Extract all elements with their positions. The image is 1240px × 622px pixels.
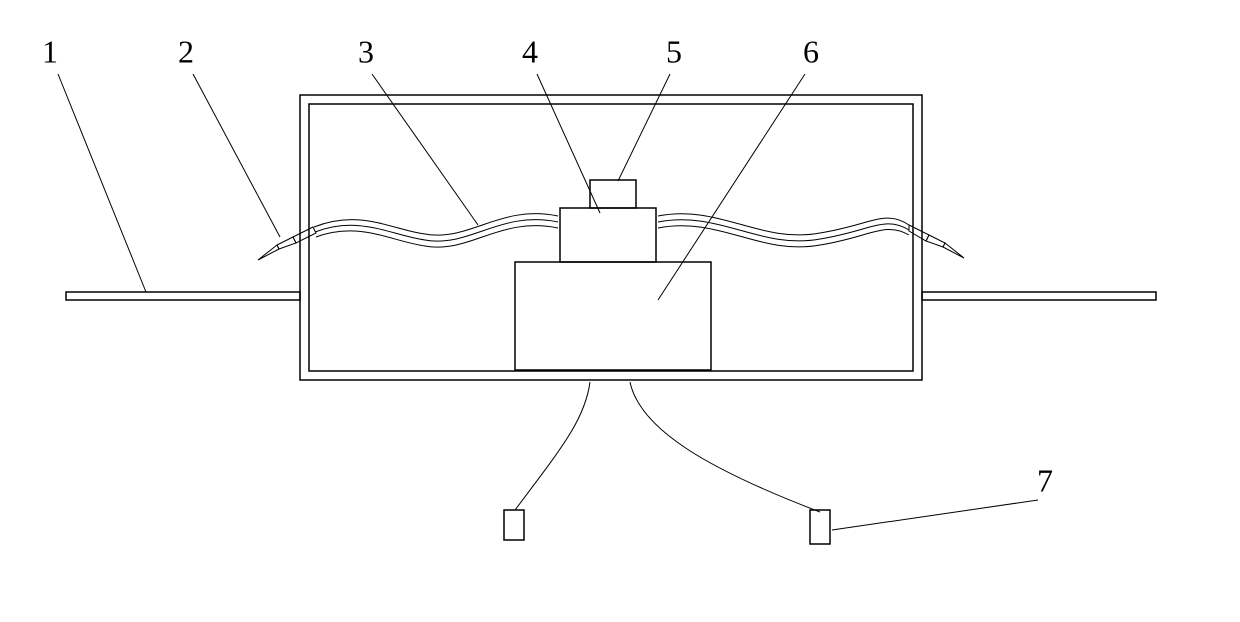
leader-1 <box>58 74 146 292</box>
enclosure-inner <box>309 104 913 371</box>
wire-left <box>515 382 590 510</box>
tube-left-core <box>315 220 558 241</box>
label-5: 5 <box>666 33 682 69</box>
tube-left-outer <box>314 214 558 247</box>
pedestal-mid <box>560 208 656 262</box>
label-4: 4 <box>522 33 538 69</box>
leader-3 <box>372 74 478 225</box>
label-1: 1 <box>42 33 58 69</box>
hang-box-left <box>504 510 524 540</box>
pedestal-top <box>590 180 636 208</box>
pedestal-large <box>515 262 711 370</box>
nozzle_right-shaft-outer <box>909 225 929 241</box>
leader-6 <box>658 74 805 300</box>
label-2: 2 <box>178 33 194 69</box>
nozzle_right-shaft-inner <box>926 235 945 247</box>
label-7: 7 <box>1037 462 1053 498</box>
nozzle_left-shaft-outer <box>293 227 316 243</box>
leader-5 <box>618 74 670 181</box>
label-6: 6 <box>803 33 819 69</box>
leader-7 <box>832 500 1038 530</box>
label-3: 3 <box>358 33 374 69</box>
hang-box-right <box>810 510 830 544</box>
nozzle_left-shaft-inner <box>277 237 296 249</box>
wire-right <box>630 382 820 512</box>
leader-2 <box>193 74 280 237</box>
left-rail <box>66 292 300 300</box>
right-rail <box>922 292 1156 300</box>
tube-right-core <box>658 220 909 241</box>
nozzle_right-tip <box>943 243 964 258</box>
nozzle_left-tip <box>258 245 279 260</box>
